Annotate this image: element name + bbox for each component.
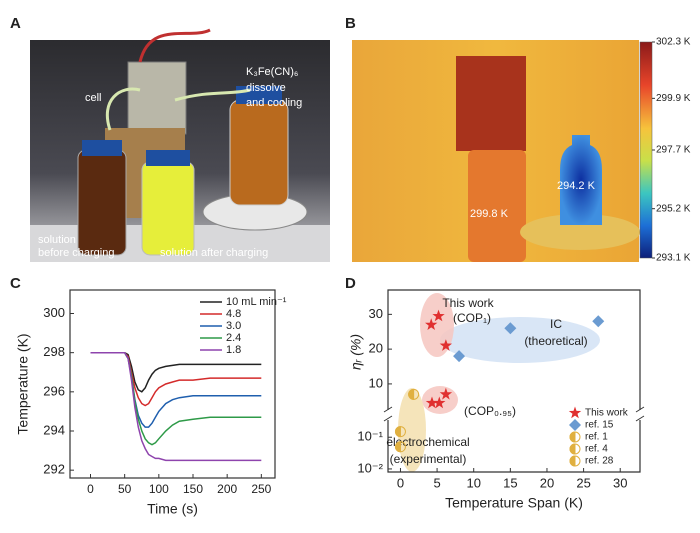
x-tick-label: 0 bbox=[397, 475, 404, 490]
colorbar-label: 293.1 K bbox=[656, 253, 691, 264]
colorbar-label: 302.3 K bbox=[656, 37, 691, 48]
annotation: IC bbox=[550, 317, 562, 331]
x-tick-label: 30 bbox=[613, 475, 627, 490]
photo-label: dissolve bbox=[246, 82, 286, 94]
legend-label: ref. 1 bbox=[585, 432, 608, 443]
photo-label: K₃Fe(CN)₆ bbox=[246, 66, 298, 78]
line bbox=[90, 351, 262, 407]
marker-outline bbox=[569, 443, 581, 455]
star-marker bbox=[432, 309, 445, 322]
half-circle-marker bbox=[569, 431, 576, 443]
x-tick-label: 0 bbox=[87, 482, 94, 496]
star-marker bbox=[439, 339, 453, 351]
y-tick-label: 292 bbox=[43, 462, 65, 477]
diamond-marker bbox=[453, 350, 466, 363]
y-tick-label: 20 bbox=[369, 341, 383, 356]
plot-frame bbox=[69, 289, 276, 479]
x-axis-label: Temperature Span (K) bbox=[445, 495, 583, 511]
annotation: (COP₁) bbox=[453, 311, 491, 325]
x-tick-label: 10 bbox=[466, 475, 480, 490]
legend-label: This work bbox=[585, 408, 629, 419]
panel-label: D bbox=[345, 275, 356, 292]
x-tick-label: 250 bbox=[251, 482, 271, 496]
annotation: This work bbox=[442, 296, 494, 310]
star-marker bbox=[433, 396, 446, 409]
photo-label: solution after charging bbox=[160, 247, 268, 259]
legend-label: 3.0 bbox=[226, 320, 241, 332]
line bbox=[90, 351, 262, 462]
y-axis-label: Temperature (K) bbox=[15, 333, 31, 434]
temperature-label: 294.2 K bbox=[557, 180, 596, 192]
annotation: (theoretical) bbox=[524, 334, 587, 348]
annotation: (COP₀.₉₅) bbox=[464, 404, 516, 418]
legend-label: 10 mL min⁻¹ bbox=[226, 296, 287, 308]
photo-label: cell bbox=[85, 92, 102, 104]
half-circle-marker bbox=[569, 443, 576, 455]
colorbar-label: 297.7 K bbox=[656, 145, 691, 156]
star-marker bbox=[568, 406, 582, 419]
x-tick-label: 5 bbox=[433, 475, 440, 490]
legend-label: ref. 4 bbox=[585, 444, 608, 455]
x-tick-label: 15 bbox=[503, 475, 517, 490]
y-tick-label: 296 bbox=[43, 383, 65, 398]
annotation: (experimental) bbox=[390, 452, 467, 466]
plot-frame bbox=[387, 289, 641, 473]
diamond-marker bbox=[504, 322, 517, 335]
line bbox=[90, 351, 262, 393]
y-tick-label: 10 bbox=[369, 375, 383, 390]
panel-label: A bbox=[10, 15, 21, 32]
x-tick-label: 50 bbox=[118, 482, 132, 496]
annotation: electrochemical bbox=[386, 435, 469, 449]
y-tick-label: 30 bbox=[369, 306, 383, 321]
legend-label: 4.8 bbox=[226, 308, 241, 320]
star-marker bbox=[439, 387, 453, 400]
legend-label: ref. 15 bbox=[585, 420, 614, 431]
marker-outline bbox=[394, 426, 406, 438]
star-marker bbox=[425, 318, 438, 330]
axis-break bbox=[383, 406, 645, 422]
marker-outline bbox=[569, 431, 581, 443]
panel-label: C bbox=[10, 275, 21, 292]
y-tick-label: 294 bbox=[43, 422, 65, 437]
y2-tick-label: 10⁻¹ bbox=[357, 429, 383, 444]
diamond-marker bbox=[569, 419, 581, 431]
x-tick-label: 25 bbox=[576, 475, 590, 490]
photo-label: and cooling bbox=[246, 97, 302, 109]
legend-label: 1.8 bbox=[226, 344, 241, 356]
x-tick-label: 150 bbox=[183, 482, 203, 496]
photo-label: solution bbox=[38, 234, 76, 246]
marker-outline bbox=[569, 455, 581, 467]
y2-tick-label: 10⁻² bbox=[357, 460, 383, 475]
marker-outline bbox=[408, 388, 420, 400]
x-tick-label: 100 bbox=[149, 482, 169, 496]
y-tick-label: 300 bbox=[43, 305, 65, 320]
y-axis-label: ηᵣ (%) bbox=[348, 334, 364, 370]
legend-label: 2.4 bbox=[226, 332, 241, 344]
half-circle-marker bbox=[569, 455, 576, 467]
temperature-label: 299.8 K bbox=[470, 208, 509, 220]
marker-outline bbox=[394, 441, 406, 453]
x-tick-label: 200 bbox=[217, 482, 237, 496]
photo-label: before charging bbox=[38, 247, 114, 259]
star-marker bbox=[425, 396, 439, 409]
x-tick-label: 20 bbox=[540, 475, 554, 490]
legend-label: ref. 28 bbox=[585, 456, 614, 467]
panel-label: B bbox=[345, 15, 356, 32]
diamond-marker bbox=[592, 315, 605, 328]
photo bbox=[30, 28, 330, 262]
y-tick-label: 298 bbox=[43, 344, 65, 359]
colorbar-label: 295.2 K bbox=[656, 203, 691, 214]
thermal-image bbox=[352, 40, 653, 262]
colorbar-label: 299.9 K bbox=[656, 93, 691, 104]
x-axis-label: Time (s) bbox=[147, 501, 198, 517]
